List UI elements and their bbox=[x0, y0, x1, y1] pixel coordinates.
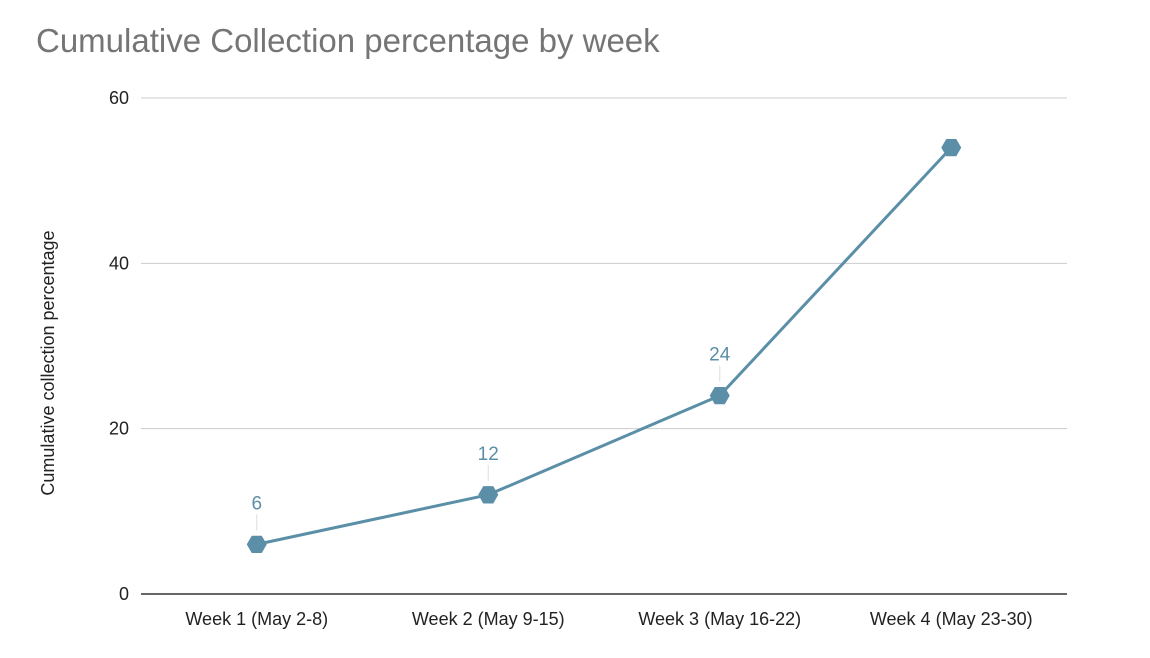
data-labels: 6 12 24 bbox=[251, 345, 731, 531]
y-axis-ticks: 0 20 40 60 bbox=[109, 88, 129, 604]
series-layer bbox=[246, 138, 962, 554]
data-point-marker bbox=[941, 138, 962, 157]
data-label: 6 bbox=[251, 493, 262, 514]
gridlines bbox=[141, 97, 1067, 595]
x-tick-label: Week 1 (May 2-8) bbox=[185, 609, 328, 629]
x-tick-label: Week 4 (May 23-30) bbox=[870, 609, 1033, 629]
series-line bbox=[256, 146, 953, 546]
x-axis-ticks: Week 1 (May 2-8) Week 2 (May 9-15) Week 3 … bbox=[185, 609, 1032, 629]
chart-title: Cumulative Collection percentage by week bbox=[36, 22, 660, 59]
y-tick-label: 20 bbox=[109, 419, 129, 439]
x-tick-label: Week 2 (May 9-15) bbox=[412, 609, 565, 629]
data-point-marker bbox=[478, 486, 499, 504]
data-label: 12 bbox=[478, 444, 499, 465]
data-label: 24 bbox=[709, 345, 731, 366]
data-point-marker bbox=[709, 386, 730, 405]
y-tick-label: 60 bbox=[109, 88, 129, 108]
y-tick-label: 40 bbox=[109, 253, 129, 273]
y-tick-label: 0 bbox=[119, 584, 129, 604]
x-tick-label: Week 3 (May 16-22) bbox=[638, 609, 801, 629]
y-axis-title: Cumulative collection percentage bbox=[38, 230, 58, 495]
data-point-marker bbox=[246, 535, 267, 554]
